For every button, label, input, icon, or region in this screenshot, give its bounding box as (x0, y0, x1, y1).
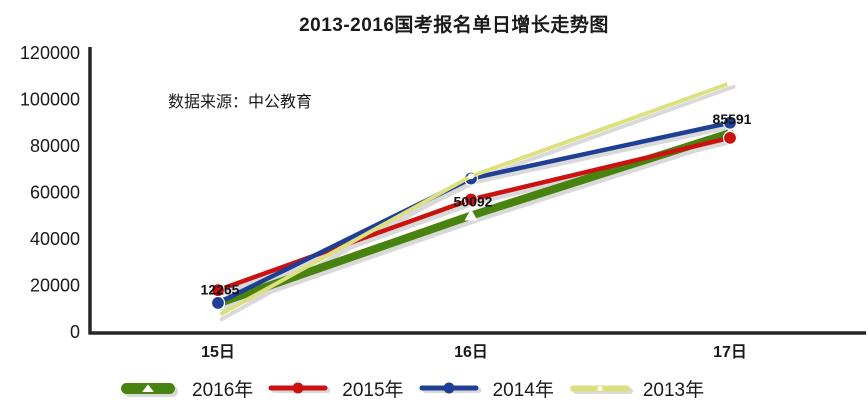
legend-item-2015: 2015年 (268, 375, 404, 402)
svg-text:15日: 15日 (201, 343, 235, 361)
svg-text:16日: 16日 (454, 343, 488, 361)
svg-text:20000: 20000 (30, 276, 80, 296)
svg-text:50092: 50092 (454, 194, 493, 210)
svg-text:60000: 60000 (30, 183, 80, 203)
legend-label-2015: 2015年 (342, 379, 404, 401)
svg-text:80000: 80000 (30, 136, 80, 156)
legend-label-2014: 2014年 (492, 379, 554, 401)
legend-label-2016: 2016年 (192, 379, 254, 401)
svg-text:40000: 40000 (30, 229, 80, 249)
legend-swatch-2016-icon (118, 379, 182, 397)
svg-text:100000: 100000 (20, 90, 80, 110)
svg-text:12265: 12265 (201, 281, 240, 297)
legend-swatch-2013-icon (569, 379, 633, 397)
legend-item-2016: 2016年 (118, 375, 253, 402)
legend-swatch-2014-icon (419, 379, 483, 397)
svg-text:17日: 17日 (713, 343, 747, 361)
chart-legend: 2016年 2015年 2014年 2013年 (118, 372, 704, 404)
data-source-note: 数据来源：中公教育 (168, 94, 313, 111)
svg-text:120000: 120000 (20, 43, 80, 63)
legend-swatch-2015-icon (268, 379, 332, 397)
svg-text:0: 0 (70, 322, 80, 342)
svg-text:85591: 85591 (713, 111, 752, 127)
legend-item-2014: 2014年 (419, 375, 554, 402)
legend-label-2013: 2013年 (642, 379, 705, 401)
legend-item-2013: 2013年 (569, 375, 704, 402)
chart-title: 2013-2016国考报名单日增长走势图 (299, 15, 609, 36)
